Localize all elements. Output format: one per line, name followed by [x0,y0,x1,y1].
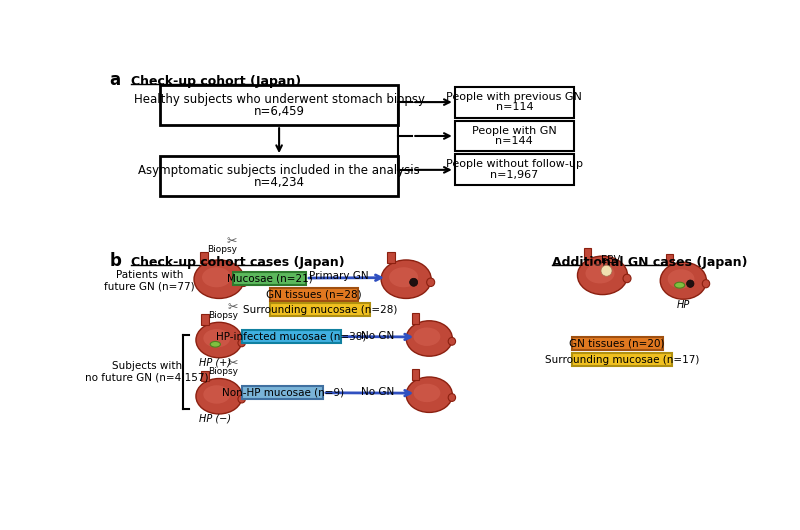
Ellipse shape [426,278,434,287]
Ellipse shape [586,263,614,284]
Text: Non-HP mucosae (n=9): Non-HP mucosae (n=9) [222,388,344,398]
Circle shape [410,278,418,286]
Text: ✂: ✂ [228,301,238,314]
Text: Biopsy: Biopsy [208,311,238,320]
Text: Patients with
future GN (n=77): Patients with future GN (n=77) [105,270,195,292]
Text: No GN: No GN [361,331,394,341]
FancyBboxPatch shape [411,369,419,380]
Ellipse shape [406,377,452,412]
Ellipse shape [238,339,246,347]
FancyBboxPatch shape [200,252,208,263]
Text: Check-up cohort cases (Japan): Check-up cohort cases (Japan) [131,256,345,269]
Text: No GN: No GN [361,387,394,398]
Text: Asymptomatic subjects included in the analysis: Asymptomatic subjects included in the an… [138,164,420,177]
Ellipse shape [203,385,230,404]
Text: Biopsy: Biopsy [208,367,238,376]
Ellipse shape [448,394,455,401]
FancyBboxPatch shape [233,271,306,285]
Text: People with GN: People with GN [472,126,557,136]
Text: Additional GN cases (Japan): Additional GN cases (Japan) [553,256,748,269]
FancyBboxPatch shape [454,121,574,152]
Text: People without follow-up: People without follow-up [446,160,583,170]
Text: Mucosae (n=21): Mucosae (n=21) [226,273,312,283]
Text: n=4,234: n=4,234 [254,175,305,189]
FancyBboxPatch shape [202,370,209,382]
FancyBboxPatch shape [584,249,591,259]
Ellipse shape [414,328,440,346]
Text: EBV: EBV [601,255,620,265]
Text: Primary GN: Primary GN [310,271,369,281]
Ellipse shape [406,321,452,356]
FancyBboxPatch shape [572,353,672,366]
Text: n=6,459: n=6,459 [254,105,305,118]
FancyBboxPatch shape [242,330,341,343]
Ellipse shape [389,267,418,287]
FancyBboxPatch shape [666,254,674,265]
Text: HP-infected mucosae (n=38): HP-infected mucosae (n=38) [216,332,366,341]
Text: GN tissues (n=28): GN tissues (n=28) [266,289,362,299]
Text: GN tissues (n=20): GN tissues (n=20) [570,339,665,349]
FancyBboxPatch shape [411,313,419,324]
Ellipse shape [194,260,244,298]
FancyBboxPatch shape [454,87,574,118]
FancyBboxPatch shape [454,154,574,186]
Text: b: b [110,252,122,270]
Text: Surrounding mucosae (n=17): Surrounding mucosae (n=17) [545,355,699,365]
Ellipse shape [623,274,631,282]
Ellipse shape [239,278,247,287]
Ellipse shape [668,269,694,288]
Text: n=1,967: n=1,967 [490,170,538,180]
FancyBboxPatch shape [270,288,358,301]
FancyBboxPatch shape [387,252,395,263]
Text: People with previous GN: People with previous GN [446,92,582,102]
FancyBboxPatch shape [270,303,370,316]
FancyBboxPatch shape [160,85,398,125]
Text: HP: HP [677,301,690,311]
Ellipse shape [674,282,685,288]
Text: HP (−): HP (−) [199,413,231,423]
Ellipse shape [578,256,627,295]
Text: Surrounding mucosae (n=28): Surrounding mucosae (n=28) [242,305,397,315]
FancyBboxPatch shape [242,386,323,399]
Ellipse shape [210,341,221,347]
Text: HP (+): HP (+) [199,357,231,367]
Text: Biopsy: Biopsy [207,245,237,254]
Text: ✂: ✂ [227,235,238,249]
Circle shape [601,265,612,276]
FancyBboxPatch shape [202,314,209,325]
Ellipse shape [448,338,455,345]
Ellipse shape [702,280,710,288]
FancyBboxPatch shape [160,156,398,196]
Circle shape [686,280,694,287]
Ellipse shape [196,378,242,414]
Text: n=114: n=114 [495,102,533,112]
Text: n=144: n=144 [495,136,534,146]
Ellipse shape [238,395,246,403]
Text: Healthy subjects who underwent stomach biopsy: Healthy subjects who underwent stomach b… [134,93,425,107]
Ellipse shape [381,260,431,298]
Text: ✂: ✂ [228,357,238,370]
Text: Subjects with
no future GN (n=4,157): Subjects with no future GN (n=4,157) [85,361,209,383]
Ellipse shape [202,267,231,287]
Text: a: a [110,72,121,89]
Ellipse shape [414,384,440,402]
Ellipse shape [660,262,706,299]
Text: Check-up cohort (Japan): Check-up cohort (Japan) [131,75,302,88]
FancyBboxPatch shape [572,337,662,350]
Ellipse shape [196,322,242,358]
Ellipse shape [203,329,230,348]
